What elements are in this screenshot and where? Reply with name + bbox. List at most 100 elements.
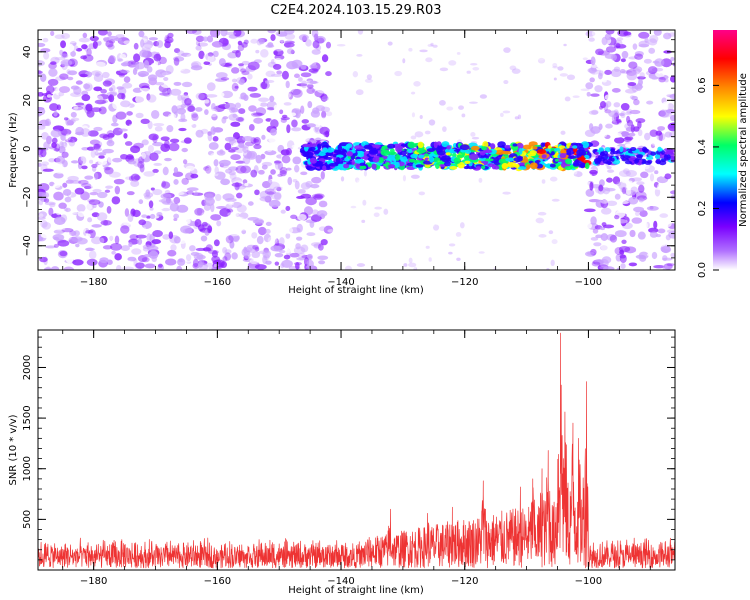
heatmap-cell — [230, 121, 241, 127]
heatmap-cell — [133, 142, 144, 149]
heatmap-cell — [308, 146, 316, 151]
heatmap-cell — [248, 105, 257, 112]
heatmap-cell — [611, 88, 621, 93]
heatmap-cell — [49, 202, 56, 208]
heatmap-cell — [252, 209, 262, 217]
heatmap-cell — [370, 144, 381, 148]
heatmap-cell — [428, 257, 432, 262]
heatmap-cell — [450, 224, 459, 231]
heatmap-cell — [135, 95, 145, 104]
heatmap-cell — [251, 251, 261, 259]
heatmap-cell — [324, 156, 333, 160]
heatmap-cell — [649, 231, 658, 238]
heatmap-cell — [402, 58, 406, 64]
heatmap-cell — [408, 158, 416, 163]
heatmap-cell — [419, 49, 428, 53]
heatmap-cell — [650, 151, 657, 156]
heatmap-cell — [108, 55, 116, 63]
heatmap-cell — [306, 232, 316, 237]
y-tick-label: 500 — [22, 510, 33, 529]
heatmap-cell — [45, 118, 52, 127]
heatmap-cell — [38, 199, 44, 206]
heatmap-cell — [475, 256, 484, 261]
heatmap-cell — [153, 122, 165, 127]
heatmap-cell — [147, 74, 158, 81]
heatmap-cell — [114, 204, 125, 211]
heatmap-cell — [197, 224, 205, 232]
heatmap-cell — [313, 151, 320, 155]
heatmap-cell — [301, 119, 309, 124]
heatmap-cell — [119, 53, 127, 60]
heatmap-cell — [532, 146, 538, 150]
heatmap-cell — [509, 116, 514, 121]
heatmap-cell — [65, 37, 78, 44]
heatmap-cell — [162, 234, 171, 240]
heatmap-cell — [190, 65, 203, 71]
heatmap-cell — [159, 70, 172, 76]
heatmap-cell — [640, 171, 649, 179]
heatmap-cell — [620, 218, 627, 227]
heatmap-cell — [134, 108, 140, 115]
heatmap-cell — [639, 210, 648, 218]
heatmap-cell — [242, 146, 249, 154]
heatmap-cell — [462, 139, 467, 145]
heatmap-cell — [522, 184, 527, 191]
heatmap-cell — [205, 94, 218, 98]
heatmap-cell — [115, 264, 122, 270]
heatmap-cell — [604, 69, 612, 75]
heatmap-cell — [459, 144, 470, 151]
heatmap-cell — [606, 200, 618, 207]
heatmap-cell — [270, 119, 279, 129]
heatmap-cell — [612, 133, 623, 138]
heatmap-cell — [268, 181, 280, 191]
heatmap-cell — [598, 184, 604, 192]
heatmap-cell — [414, 131, 424, 138]
heatmap-cell — [140, 39, 145, 48]
heatmap-cell — [156, 203, 164, 210]
heatmap-cell — [359, 233, 365, 236]
heatmap-cell — [91, 224, 102, 228]
heatmap-cell — [62, 143, 74, 147]
heatmap-cell — [254, 179, 265, 189]
heatmap-cell — [410, 91, 416, 95]
heatmap-cell — [53, 110, 58, 117]
heatmap-cell — [43, 141, 50, 150]
heatmap-cell — [552, 62, 558, 68]
heatmap-cell — [110, 122, 119, 127]
heatmap-cell — [182, 159, 188, 165]
spectrogram-x-label: Height of straight line (km) — [288, 285, 424, 296]
heatmap-cell — [456, 257, 461, 262]
heatmap-cell — [296, 223, 303, 233]
heatmap-cell — [40, 232, 53, 239]
heatmap-cell — [120, 245, 130, 252]
heatmap-cell — [180, 218, 191, 225]
heatmap-cell — [604, 187, 616, 192]
heatmap-cell — [46, 221, 55, 230]
heatmap-cell — [176, 265, 183, 270]
heatmap-cell — [98, 159, 108, 166]
heatmap-cell — [283, 254, 291, 260]
heatmap-cell — [442, 126, 447, 133]
heatmap-cell — [102, 80, 112, 87]
heatmap-cell — [597, 72, 603, 80]
heatmap-cell — [248, 124, 255, 131]
heatmap-cell — [587, 100, 594, 107]
heatmap-cell — [578, 205, 585, 210]
heatmap-cell — [231, 82, 239, 92]
heatmap-cell — [561, 173, 569, 180]
heatmap-cell — [147, 103, 155, 110]
heatmap-cell — [366, 74, 372, 80]
heatmap-cell — [100, 220, 112, 226]
snr-frame — [37, 329, 676, 571]
heatmap-cell — [81, 44, 88, 50]
heatmap-cell — [618, 112, 625, 117]
heatmap-cell — [425, 245, 430, 249]
heatmap-cell — [432, 224, 440, 231]
heatmap-cell — [329, 91, 334, 98]
heatmap-cell — [150, 187, 155, 191]
heatmap-cell — [402, 116, 408, 123]
heatmap-cell — [306, 123, 316, 128]
heatmap-cell — [173, 179, 179, 185]
heatmap-cell — [595, 67, 607, 71]
heatmap-cell — [564, 245, 570, 251]
